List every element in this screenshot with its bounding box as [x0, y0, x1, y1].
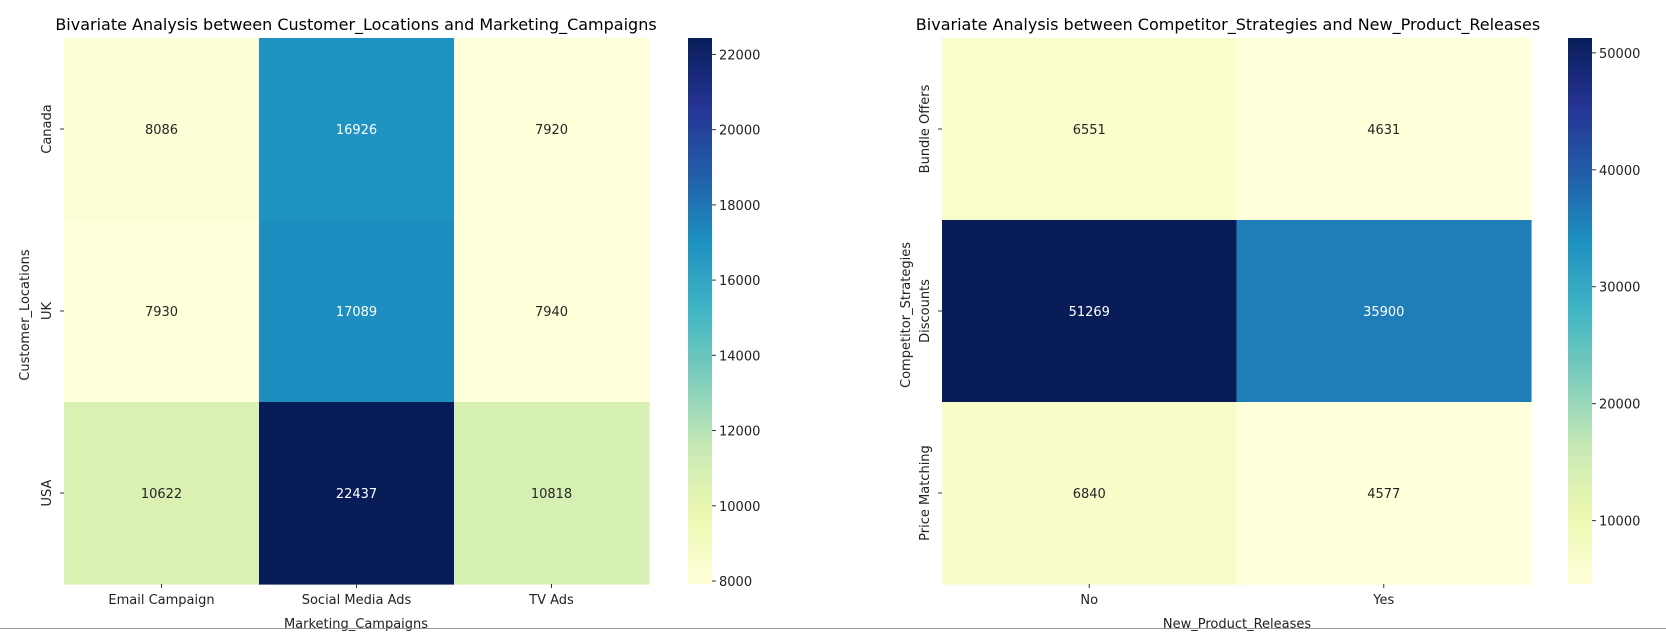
chart-2-cells — [942, 38, 1532, 585]
colorbar-tick-label: 30000 — [1599, 281, 1640, 296]
y-tick-label: Bundle Offers — [918, 84, 933, 173]
heatmap-cell — [454, 38, 650, 221]
heatmap-cell — [64, 402, 260, 585]
cell-value-label: 17089 — [336, 305, 377, 320]
heatmap-cell — [1236, 402, 1532, 585]
heatmap-cell — [454, 220, 650, 403]
heatmap-cell — [64, 38, 260, 221]
cell-value-label: 7920 — [535, 123, 568, 138]
y-tick-label: Canada — [40, 104, 55, 153]
colorbar-tick-label: 40000 — [1599, 164, 1640, 179]
heatmap-cell — [259, 38, 455, 221]
chart-1-colorbar — [688, 38, 712, 584]
colorbar-tick-label: 14000 — [719, 349, 760, 364]
heatmap-cell — [1236, 38, 1532, 221]
bottom-divider — [0, 628, 1666, 629]
chart-2-y-ticks: Bundle Offers Discounts Price Matching — [918, 84, 942, 541]
cell-value-label: 16926 — [336, 123, 377, 138]
chart-2-title: Bivariate Analysis between Competitor_St… — [916, 15, 1540, 35]
x-tick-label: Social Media Ads — [302, 593, 412, 608]
chart-1-y-ticks: Canada UK USA — [40, 104, 64, 506]
chart-1-x-ticks: Email Campaign Social Media Ads TV Ads — [108, 584, 574, 608]
chart-2-x-ticks: No Yes — [1080, 584, 1394, 608]
colorbar-tick-label: 10000 — [1599, 515, 1640, 530]
heatmap-cell — [1236, 220, 1532, 403]
y-tick-label: UK — [40, 302, 55, 321]
cell-value-label: 4631 — [1367, 123, 1400, 138]
colorbar-tick-label: 18000 — [719, 199, 760, 214]
y-tick-label: USA — [40, 479, 55, 506]
chart-1-title: Bivariate Analysis between Customer_Loca… — [55, 15, 656, 35]
colorbar-tick-label: 10000 — [719, 500, 760, 515]
chart-1-y-axis-label: Customer_Locations — [18, 249, 33, 381]
heatmap-1: Bivariate Analysis between Customer_Loca… — [18, 15, 760, 632]
chart-1-cells — [64, 38, 650, 585]
cell-value-label: 4577 — [1367, 487, 1400, 502]
cell-value-label: 8086 — [145, 123, 178, 138]
x-tick-label: TV Ads — [528, 593, 574, 608]
y-tick-label: Discounts — [918, 279, 933, 343]
colorbar-tick-label: 16000 — [719, 274, 760, 289]
heatmap-cell — [259, 402, 455, 585]
y-tick-label: Price Matching — [918, 445, 933, 541]
chart-2-y-axis-label: Competitor_Strategies — [899, 242, 914, 388]
colorbar-tick-label: 22000 — [719, 48, 760, 63]
cell-value-label: 35900 — [1363, 305, 1404, 320]
heatmap-cell — [942, 220, 1238, 403]
chart-1-colorbar-ticks: 8000 10000 12000 14000 16000 18000 20000 22000 — [712, 48, 760, 590]
cell-value-label: 10818 — [531, 487, 572, 502]
colorbar-tick-label: 20000 — [719, 124, 760, 139]
cell-value-label: 51269 — [1069, 305, 1110, 320]
heatmap-cell — [259, 220, 455, 403]
cell-value-label: 10622 — [141, 487, 182, 502]
chart-2-cell-labels: 6551 4631 51269 35900 6840 4577 — [1069, 123, 1405, 502]
cell-value-label: 6840 — [1073, 487, 1106, 502]
x-tick-label: Email Campaign — [108, 593, 214, 608]
colorbar-tick-label: 8000 — [719, 575, 752, 590]
heatmap-cell — [454, 402, 650, 585]
chart-2-colorbar — [1568, 38, 1592, 584]
chart-1-cell-labels: 8086 16926 7920 7930 17089 7940 10622 22437 1081… — [141, 123, 572, 502]
cell-value-label: 7930 — [145, 305, 178, 320]
x-tick-label: No — [1080, 593, 1098, 608]
colorbar-tick-label: 20000 — [1599, 398, 1640, 413]
colorbar-tick-label: 12000 — [719, 425, 760, 440]
cell-value-label: 22437 — [336, 487, 377, 502]
cell-value-label: 6551 — [1073, 123, 1106, 138]
cell-value-label: 7940 — [535, 305, 568, 320]
heatmap-2: Bivariate Analysis between Competitor_St… — [899, 15, 1640, 632]
heatmap-cell — [942, 38, 1238, 221]
x-tick-label: Yes — [1372, 593, 1394, 608]
colorbar-tick-label: 50000 — [1599, 47, 1640, 62]
chart-2-colorbar-ticks: 10000 20000 30000 40000 50000 — [1592, 47, 1640, 530]
heatmap-cell — [64, 220, 260, 403]
heatmap-cell — [942, 402, 1238, 585]
